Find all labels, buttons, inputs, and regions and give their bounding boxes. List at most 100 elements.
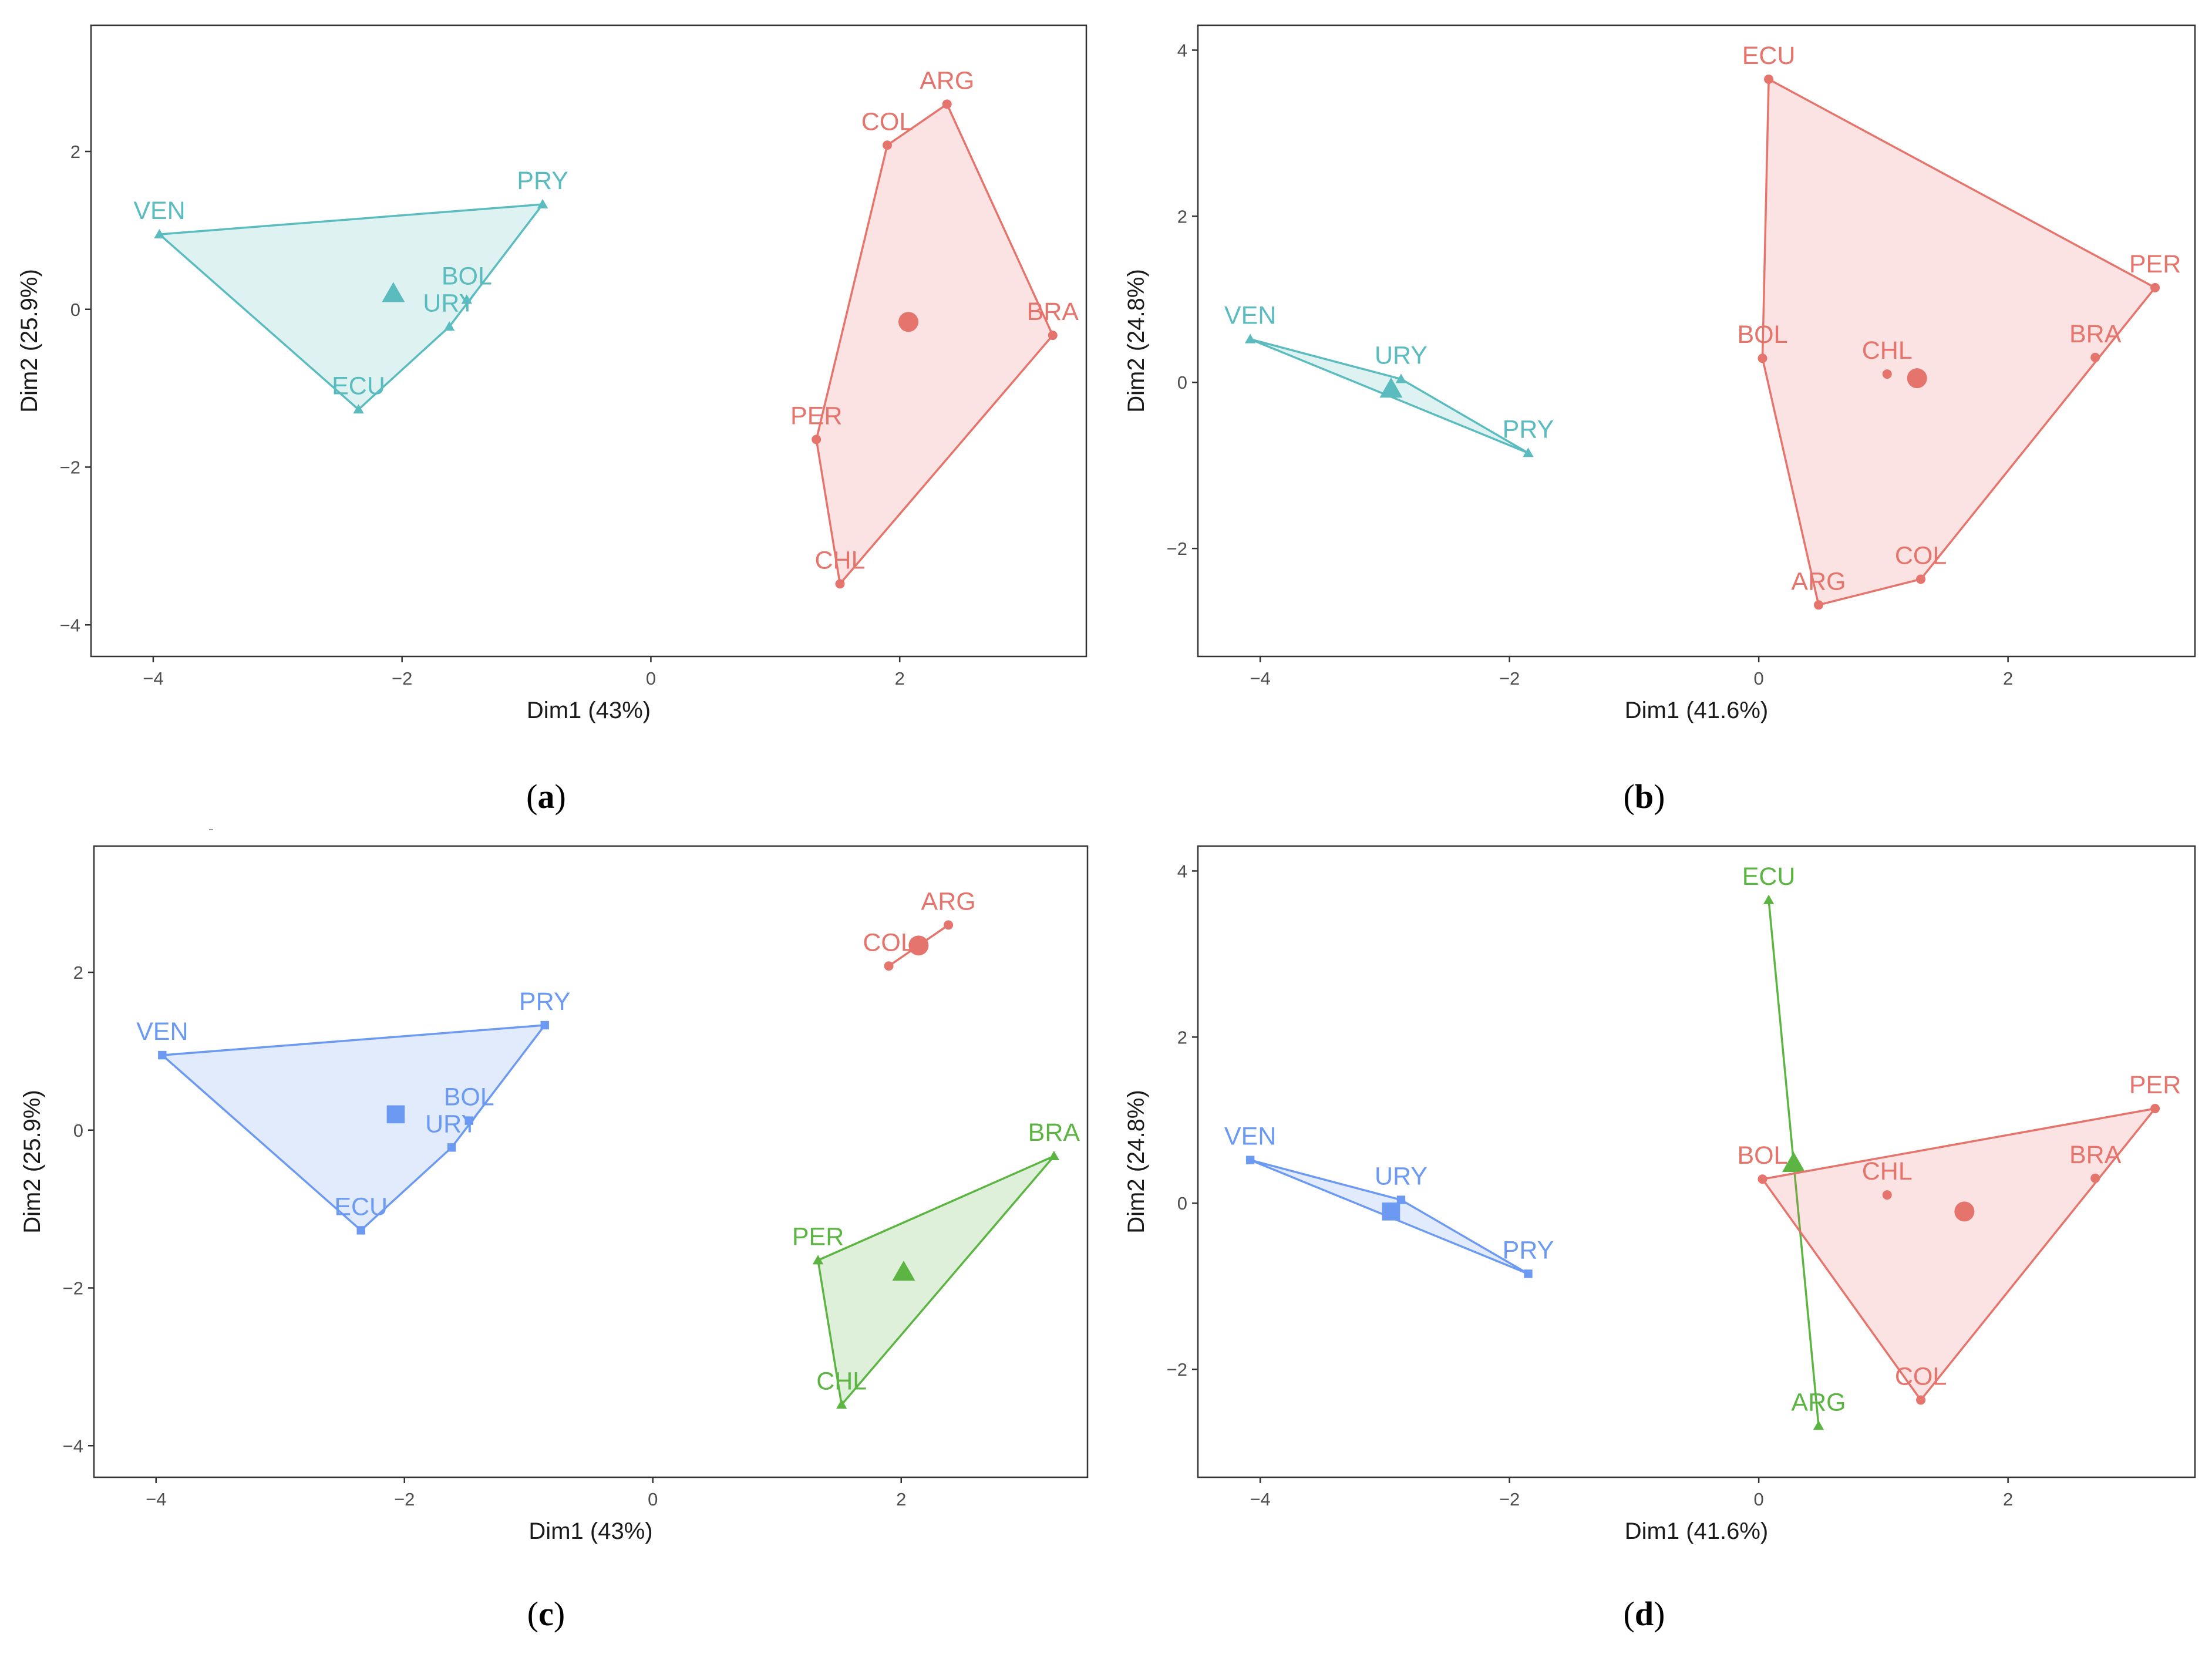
x-tick-label: 2: [2003, 668, 2013, 689]
cluster-1: VEN URY PRY: [1224, 302, 1554, 457]
point-label: COL: [1895, 541, 1947, 570]
panel-caption: (a): [526, 777, 566, 816]
data-point: [1245, 1156, 1255, 1164]
y-tick-label: 0: [1177, 1193, 1187, 1214]
data-point: [444, 321, 455, 331]
point-label: ECU: [332, 372, 385, 400]
y-tick-label: 2: [70, 142, 80, 162]
data-point: [883, 140, 892, 150]
x-tick-label: 0: [648, 1489, 658, 1510]
x-tick-label: 0: [1754, 1489, 1764, 1510]
cluster-3: BRA PER CHL: [792, 1119, 1080, 1409]
x-tick-label: 2: [896, 1489, 906, 1510]
point-label: ECU: [1742, 863, 1796, 891]
panel-0: −4 −2 0 2 −4 −2 0 2 Dim1 (43%) Dim2 (25.9%) (a) VEN…: [16, 24, 1088, 816]
point-label: PER: [2129, 250, 2181, 278]
point-label: VEN: [1224, 302, 1276, 330]
cluster-centroid: [1954, 1201, 1975, 1222]
cluster-hull: [1761, 1107, 2156, 1402]
cluster-centroid: [1782, 1151, 1806, 1172]
data-point: [1882, 1190, 1892, 1200]
data-point: [447, 1143, 456, 1152]
data-point: [835, 579, 845, 589]
x-tick-label: 2: [2003, 1489, 2013, 1510]
data-point: [158, 1050, 167, 1060]
cluster-centroid: [898, 312, 919, 332]
x-tick-label: −2: [1499, 1489, 1520, 1510]
y-tick-label: 2: [1177, 206, 1187, 227]
point-label: COL: [863, 928, 914, 956]
point-label: URY: [1375, 1163, 1427, 1191]
point-label: VEN: [133, 197, 185, 225]
y-tick-label: 0: [1177, 372, 1187, 393]
point-label: ARG: [921, 887, 976, 915]
cluster-2: ECU PER BOL CHL BRA COL ARG: [1737, 42, 2181, 610]
point-label: PER: [790, 402, 842, 430]
data-point: [1813, 1420, 1824, 1430]
y-tick-label: −2: [1167, 1359, 1187, 1380]
data-point: [1524, 1269, 1533, 1278]
x-axis-title: Dim1 (43%): [528, 1518, 652, 1544]
point-label: BOL: [444, 1083, 494, 1111]
point-label: BOL: [442, 262, 492, 291]
point-label: CHL: [814, 546, 865, 574]
point-label: PRY: [1503, 1236, 1554, 1264]
data-point: [540, 1020, 549, 1030]
plot-frame: [1197, 845, 2196, 1478]
point-label: COL: [861, 107, 913, 136]
point-label: VEN: [136, 1018, 188, 1046]
point-label: PRY: [1503, 415, 1554, 443]
point-label: ARG: [1791, 1388, 1846, 1416]
data-point: [942, 99, 952, 109]
point-label: BOL: [1737, 321, 1787, 349]
y-axis-title: Dim2 (24.8%): [1123, 269, 1149, 413]
x-axis-title: Dim1 (41.6%): [1625, 698, 1769, 723]
data-point: [884, 961, 894, 971]
y-axis-title: Dim2 (24.8%): [1123, 1090, 1149, 1234]
point-label: CHL: [1862, 1157, 1913, 1185]
data-point: [1916, 574, 1926, 584]
data-point: [812, 1255, 824, 1265]
panel-1: −4 −2 0 2 −2 0 2 4 Dim1 (41.6%) Dim2 (24.8%) (b) VE…: [1123, 24, 2196, 816]
point-label: ECU: [334, 1193, 388, 1221]
plot-frame: [1197, 24, 2196, 658]
cluster-centroid: [892, 1261, 915, 1281]
cluster-centroid: [908, 935, 929, 956]
y-tick-label: 0: [73, 1120, 83, 1141]
data-point: [1395, 373, 1407, 383]
y-axis-title: Dim2 (25.9%): [16, 269, 42, 413]
point-label: BRA: [2069, 1141, 2122, 1169]
y-tick-label: 4: [1177, 861, 1187, 881]
data-point: [1523, 447, 1534, 457]
point-label: BRA: [1027, 298, 1079, 326]
data-point: [464, 1116, 473, 1125]
data-point: [356, 1226, 365, 1235]
y-tick-label: −2: [60, 457, 80, 478]
point-label: PER: [792, 1222, 844, 1251]
data-point: [154, 228, 165, 238]
cluster-2: VEN URY PRY: [1224, 1123, 1554, 1278]
data-point: [1763, 894, 1775, 904]
data-point: [1396, 1195, 1406, 1204]
y-tick-label: 2: [1177, 1027, 1187, 1047]
point-label: BOL: [1737, 1141, 1787, 1170]
x-tick-label: −2: [394, 1489, 415, 1510]
x-tick-label: −2: [392, 668, 412, 689]
cluster-1: ECU ARG: [1742, 863, 1846, 1430]
data-point: [2090, 1173, 2100, 1183]
data-point: [812, 434, 821, 444]
panel-caption: (b): [1624, 777, 1665, 816]
data-point: [353, 404, 364, 414]
x-tick-label: −2: [1499, 668, 1520, 689]
point-label: CHL: [1862, 336, 1913, 365]
data-point: [2150, 282, 2160, 292]
y-tick-label: −2: [63, 1278, 83, 1299]
y-tick-label: 0: [70, 299, 80, 320]
cluster-hull: [817, 1155, 1055, 1406]
panel-caption: (c): [527, 1595, 565, 1633]
cluster-centroid: [386, 1105, 405, 1124]
data-point: [1758, 1174, 1767, 1184]
